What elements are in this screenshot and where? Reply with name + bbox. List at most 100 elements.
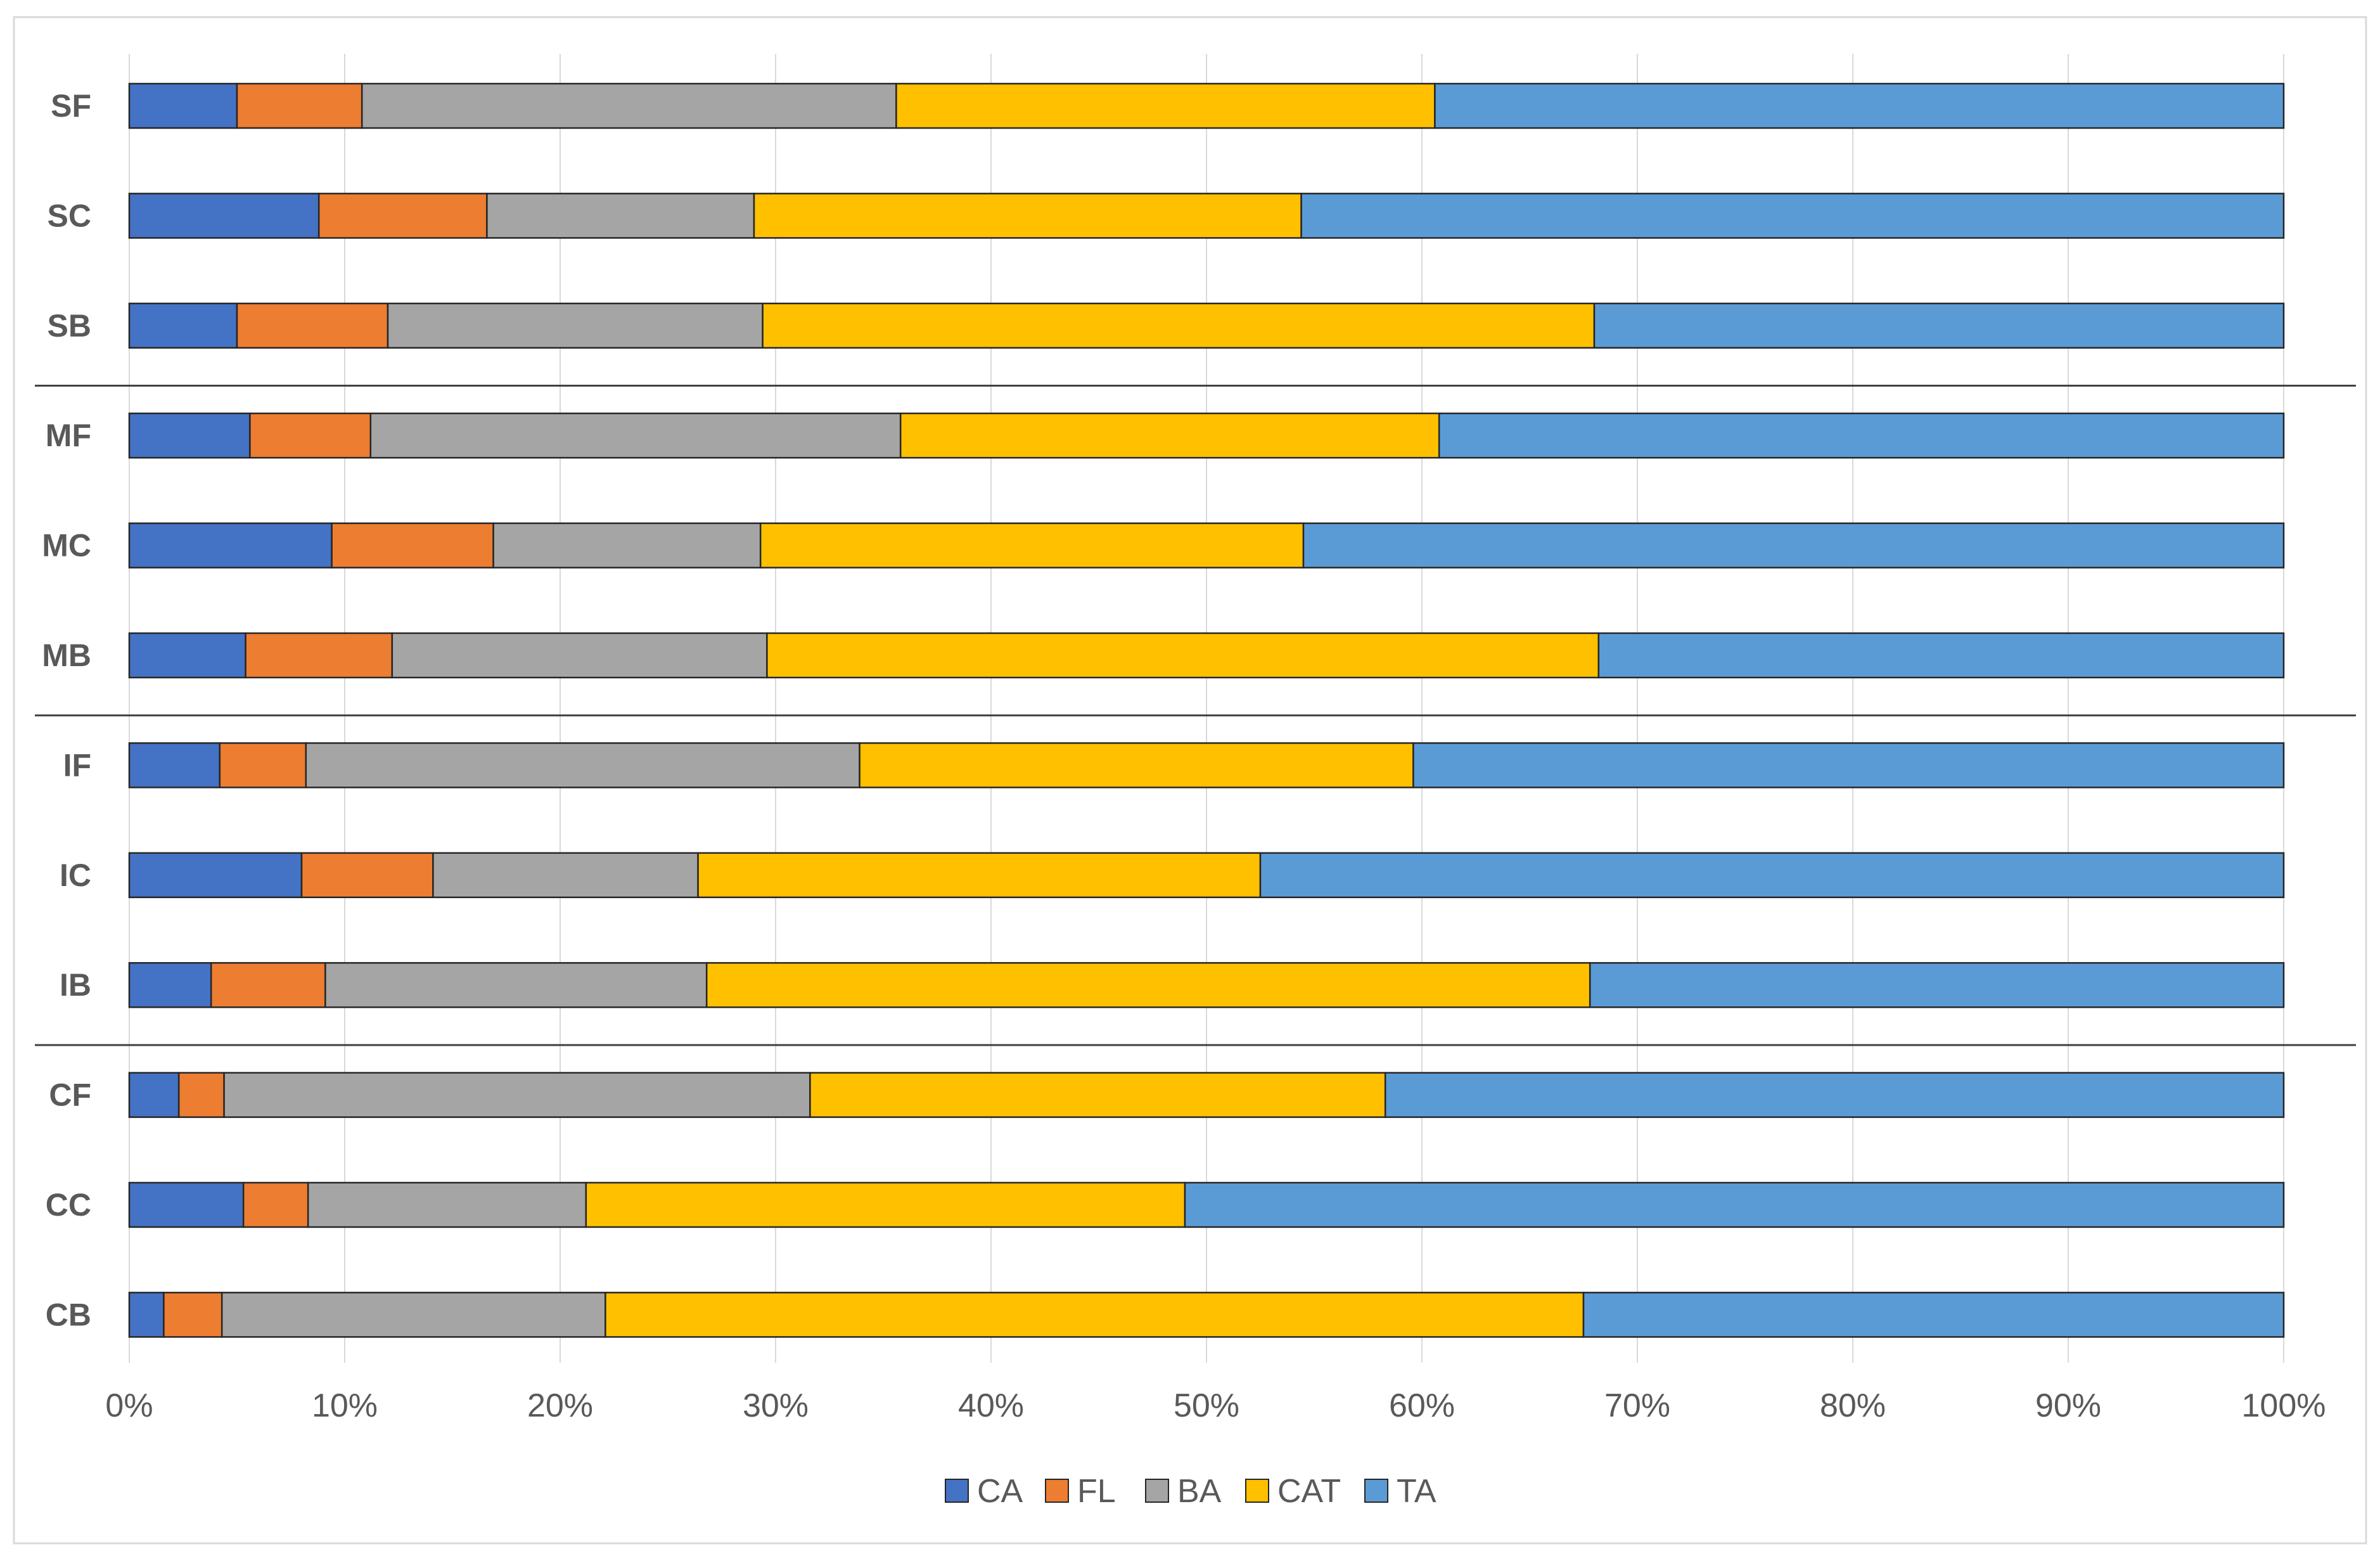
legend-label-TA: TA [1397, 1473, 1436, 1510]
category-label-MB: MB [42, 638, 91, 673]
bar-CF-CA [128, 1072, 180, 1118]
bar-CC-CA [128, 1181, 245, 1228]
bar-IC-CA [128, 852, 303, 899]
bar-IF-CAT [859, 742, 1414, 788]
bar-MB-BA [391, 632, 768, 679]
bars [128, 82, 2285, 1338]
x-tick-label: 0% [105, 1387, 153, 1424]
bar-IB-CAT [705, 961, 1591, 1008]
category-label-IB: IB [60, 967, 91, 1003]
x-tick-label: 100% [2242, 1387, 2326, 1424]
x-tick-label: 30% [743, 1387, 809, 1424]
bar-CB-FL [163, 1292, 223, 1338]
bar-CB-TA [1582, 1292, 2285, 1338]
bar-MF-BA [369, 412, 902, 459]
x-tick-label: 50% [1174, 1387, 1239, 1424]
bar-CC-TA [1184, 1181, 2285, 1228]
category-label-SF: SF [51, 88, 91, 124]
legend-label-CA: CA [977, 1473, 1023, 1510]
bar-MB-TA [1597, 632, 2285, 679]
bar-IC-CAT [697, 852, 1262, 899]
bar-IB-CA [128, 961, 212, 1008]
category-label-MC: MC [42, 528, 91, 563]
bar-SB-TA [1593, 302, 2285, 349]
x-tick-label: 80% [1820, 1387, 1886, 1424]
value-axis-tick-labels: 0% 10% 20% 30% 40% 50% 60% 70% 80% 90% 100% [105, 1387, 2326, 1424]
bar-MB-CAT [766, 632, 1600, 679]
bar-IC-BA [432, 852, 699, 899]
bar-SC-TA [1300, 193, 2285, 239]
x-tick-label: 10% [312, 1387, 378, 1424]
legend-label-CAT: CAT [1277, 1473, 1341, 1510]
bar-MC-TA [1302, 522, 2285, 569]
bar-IB-TA [1589, 961, 2285, 1008]
bar-IC-FL [300, 852, 434, 899]
bar-SC-CA [128, 193, 320, 239]
legend-swatch-CAT [1245, 1479, 1269, 1503]
category-label-SB: SB [48, 308, 91, 344]
bar-SB-BA [387, 302, 764, 349]
category-label-CB: CB [46, 1297, 91, 1332]
x-tick-label: 40% [958, 1387, 1024, 1424]
bar-MC-CA [128, 522, 333, 569]
group-separators [35, 385, 2356, 1046]
bar-CC-BA [307, 1181, 587, 1228]
bar-SF-TA [1434, 82, 2285, 129]
bar-MF-TA [1438, 412, 2285, 459]
bar-MC-CAT [759, 522, 1305, 569]
bar-SB-FL [236, 302, 389, 349]
bar-CB-CA [128, 1292, 165, 1338]
bar-SF-BA [361, 82, 897, 129]
category-label-CF: CF [49, 1077, 91, 1113]
bar-SC-FL [317, 193, 488, 239]
bar-CF-TA [1384, 1072, 2285, 1118]
legend-swatch-BA [1145, 1479, 1169, 1503]
x-tick-label: 90% [2035, 1387, 2101, 1424]
gridlines [129, 54, 2284, 1363]
bar-SC-CAT [753, 193, 1302, 239]
bar-MB-FL [245, 632, 393, 679]
category-label-MF: MF [46, 418, 91, 453]
bar-IF-CA [128, 742, 221, 788]
bar-SF-FL [236, 82, 363, 129]
bar-IB-FL [210, 961, 326, 1008]
bar-MF-FL [249, 412, 372, 459]
bar-MF-CAT [899, 412, 1440, 459]
bar-CB-CAT [605, 1292, 1585, 1338]
x-tick-label: 60% [1389, 1387, 1455, 1424]
bar-IF-BA [305, 742, 861, 788]
bar-CF-FL [177, 1072, 225, 1118]
bar-CC-FL [242, 1181, 309, 1228]
bar-CF-BA [223, 1072, 811, 1118]
bar-CB-BA [221, 1292, 606, 1338]
bar-MC-BA [492, 522, 762, 569]
category-label-IF: IF [63, 747, 91, 783]
bar-SB-CAT [762, 302, 1596, 349]
bar-MB-CA [128, 632, 246, 679]
category-label-SC: SC [48, 198, 91, 233]
x-tick-label: 20% [527, 1387, 593, 1424]
x-tick-label: 70% [1604, 1387, 1670, 1424]
bar-SB-CA [128, 302, 238, 349]
legend-label-BA: BA [1177, 1473, 1222, 1510]
category-axis-labels: SF SC SB MF MC MB IF IC IB CF CC CB [42, 88, 91, 1332]
category-label-IC: IC [60, 858, 91, 893]
legend-swatch-TA [1364, 1479, 1388, 1503]
bar-IF-TA [1412, 742, 2285, 788]
bar-MF-CA [128, 412, 251, 459]
legend-swatch-FL [1045, 1479, 1069, 1503]
bar-SF-CA [128, 82, 238, 129]
bar-MC-FL [331, 522, 494, 569]
legend-swatch-CA [945, 1479, 969, 1503]
bar-IF-FL [219, 742, 307, 788]
category-label-CC: CC [46, 1187, 91, 1223]
bar-SF-CAT [895, 82, 1436, 129]
legend-label-FL: FL [1077, 1473, 1116, 1510]
legend: CA FL BA CAT TA [945, 1473, 1436, 1510]
bar-IC-TA [1259, 852, 2285, 899]
bar-IB-BA [324, 961, 708, 1008]
bar-CF-CAT [809, 1072, 1386, 1118]
bar-CC-CAT [585, 1181, 1186, 1228]
